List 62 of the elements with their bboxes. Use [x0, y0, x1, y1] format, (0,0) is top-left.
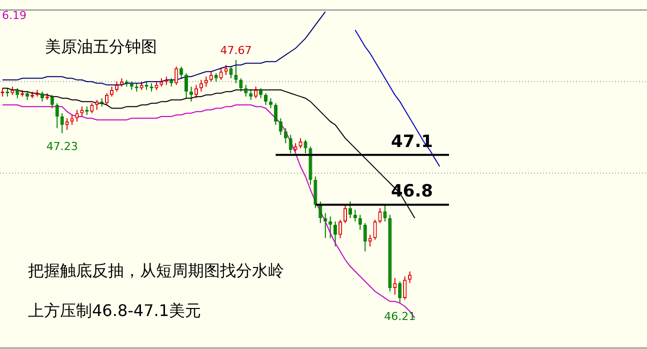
candlestick — [60, 112, 64, 134]
candlestick — [239, 78, 243, 92]
candlestick — [338, 219, 342, 239]
candlestick — [234, 59, 238, 84]
candlestick — [408, 270, 412, 284]
candlestick — [393, 278, 397, 296]
candlestick — [318, 200, 322, 224]
candlestick — [254, 86, 258, 99]
candlestick — [403, 276, 407, 300]
candlestick — [259, 88, 263, 99]
candlestick — [314, 176, 318, 209]
candlestick — [244, 84, 248, 98]
candlestick — [398, 280, 402, 304]
candlestick — [224, 64, 228, 76]
candlestick — [324, 212, 328, 239]
annotation: 6.19 — [2, 9, 26, 22]
candlestick — [75, 109, 79, 122]
candlestick — [110, 86, 114, 98]
candlestick — [348, 200, 352, 219]
candlestick — [343, 204, 348, 224]
candlestick — [298, 138, 302, 149]
candlestick — [105, 92, 109, 106]
candlestick — [189, 86, 194, 102]
candlestick — [383, 204, 387, 222]
candlestick — [358, 214, 362, 230]
candlestick — [70, 114, 74, 126]
candlestick — [65, 118, 69, 130]
candlestick — [284, 128, 288, 144]
candlestick — [334, 220, 338, 247]
annotation: 把握触底反抽，从短周期图找分水岭 — [28, 261, 284, 280]
candlestick — [328, 216, 332, 239]
candlestick — [373, 219, 377, 240]
annotation: 47.23 — [46, 140, 78, 154]
candlestick — [288, 134, 292, 154]
candlestick — [229, 66, 233, 79]
candlestick — [180, 66, 184, 79]
candlestick — [174, 66, 178, 86]
candlestick — [80, 106, 84, 118]
annotation: 47.67 — [220, 44, 252, 57]
annotation: 46.21 — [384, 310, 416, 324]
candlestick — [264, 92, 268, 106]
candlestick — [268, 98, 273, 109]
text: 美原油五分钟图 — [45, 37, 157, 56]
candlestick — [184, 72, 188, 99]
candlestick — [209, 71, 213, 82]
candlestick — [274, 102, 278, 126]
candlestick — [90, 102, 94, 114]
candlestick — [219, 68, 223, 80]
candlestick — [95, 99, 99, 110]
candlestick — [199, 79, 203, 92]
candlestick — [278, 118, 282, 136]
candlestick — [16, 88, 20, 99]
annotation: 上方压制46.8-47.1美元 — [28, 301, 202, 320]
candlestick — [363, 222, 367, 252]
candlestick — [194, 84, 198, 99]
candlestick — [55, 102, 59, 129]
candlestick — [204, 76, 208, 88]
candlestick — [368, 234, 372, 247]
candlestick — [50, 94, 54, 109]
candlestick — [378, 208, 382, 224]
candlestick — [304, 139, 308, 154]
candlestick — [114, 81, 119, 92]
